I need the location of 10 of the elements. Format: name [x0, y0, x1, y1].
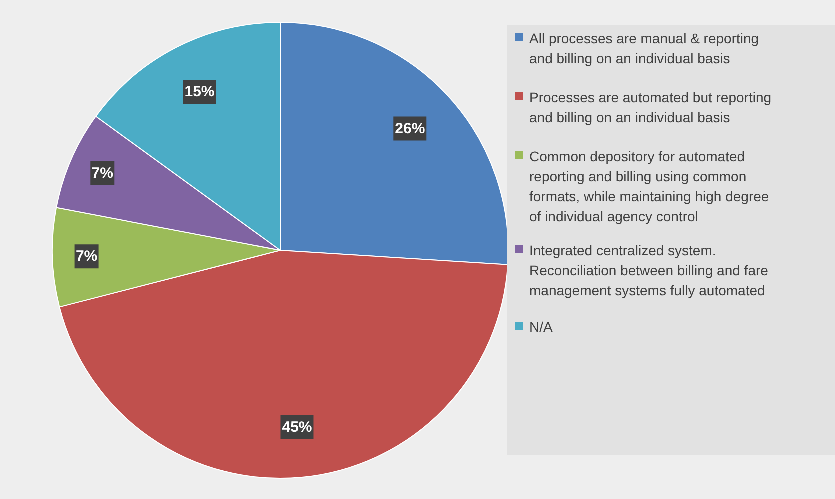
data-label: 15% — [184, 84, 215, 101]
legend-label: N/A — [530, 319, 554, 335]
legend-label: Common depository for automated reporting and billing using common formats, while maintaining high degree of individual agency control — [530, 148, 770, 224]
data-label: 7% — [92, 165, 114, 182]
legend-label: Integrated centralized system. Reconciliation between billing and fare management systems fully automated — [530, 242, 769, 298]
data-label: 7% — [76, 248, 98, 266]
legend-label: Processes are automated but reporting and billing on an individual basis — [530, 90, 772, 126]
legend-label: All processes are manual & reporting and billing on an individual basis — [530, 30, 760, 66]
data-label: 45% — [282, 419, 312, 436]
data-label: 26% — [395, 120, 426, 138]
